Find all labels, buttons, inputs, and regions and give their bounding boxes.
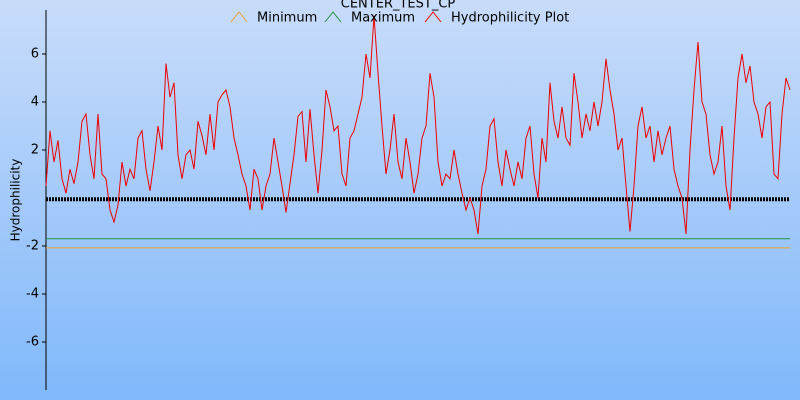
data-line xyxy=(45,15,791,235)
y-tick-label: -4 xyxy=(26,287,39,302)
legend-label: Minimum xyxy=(257,11,317,26)
chart-title: CENTER_TEST_CP xyxy=(341,0,456,12)
legend-icon xyxy=(324,11,342,23)
legend-label: Maximum xyxy=(351,11,415,26)
y-tick-label: -2 xyxy=(26,239,39,254)
legend-label: Hydrophilicity Plot xyxy=(451,11,569,26)
y-tick-label: -6 xyxy=(26,335,39,350)
y-axis-label: Hydrophilicity xyxy=(9,159,23,242)
y-tick-label: 2 xyxy=(31,143,39,158)
legend-icon xyxy=(230,11,248,23)
legend-icon xyxy=(424,11,442,23)
y-tick-label: 6 xyxy=(31,47,39,62)
y-tick-label: 4 xyxy=(31,95,39,110)
